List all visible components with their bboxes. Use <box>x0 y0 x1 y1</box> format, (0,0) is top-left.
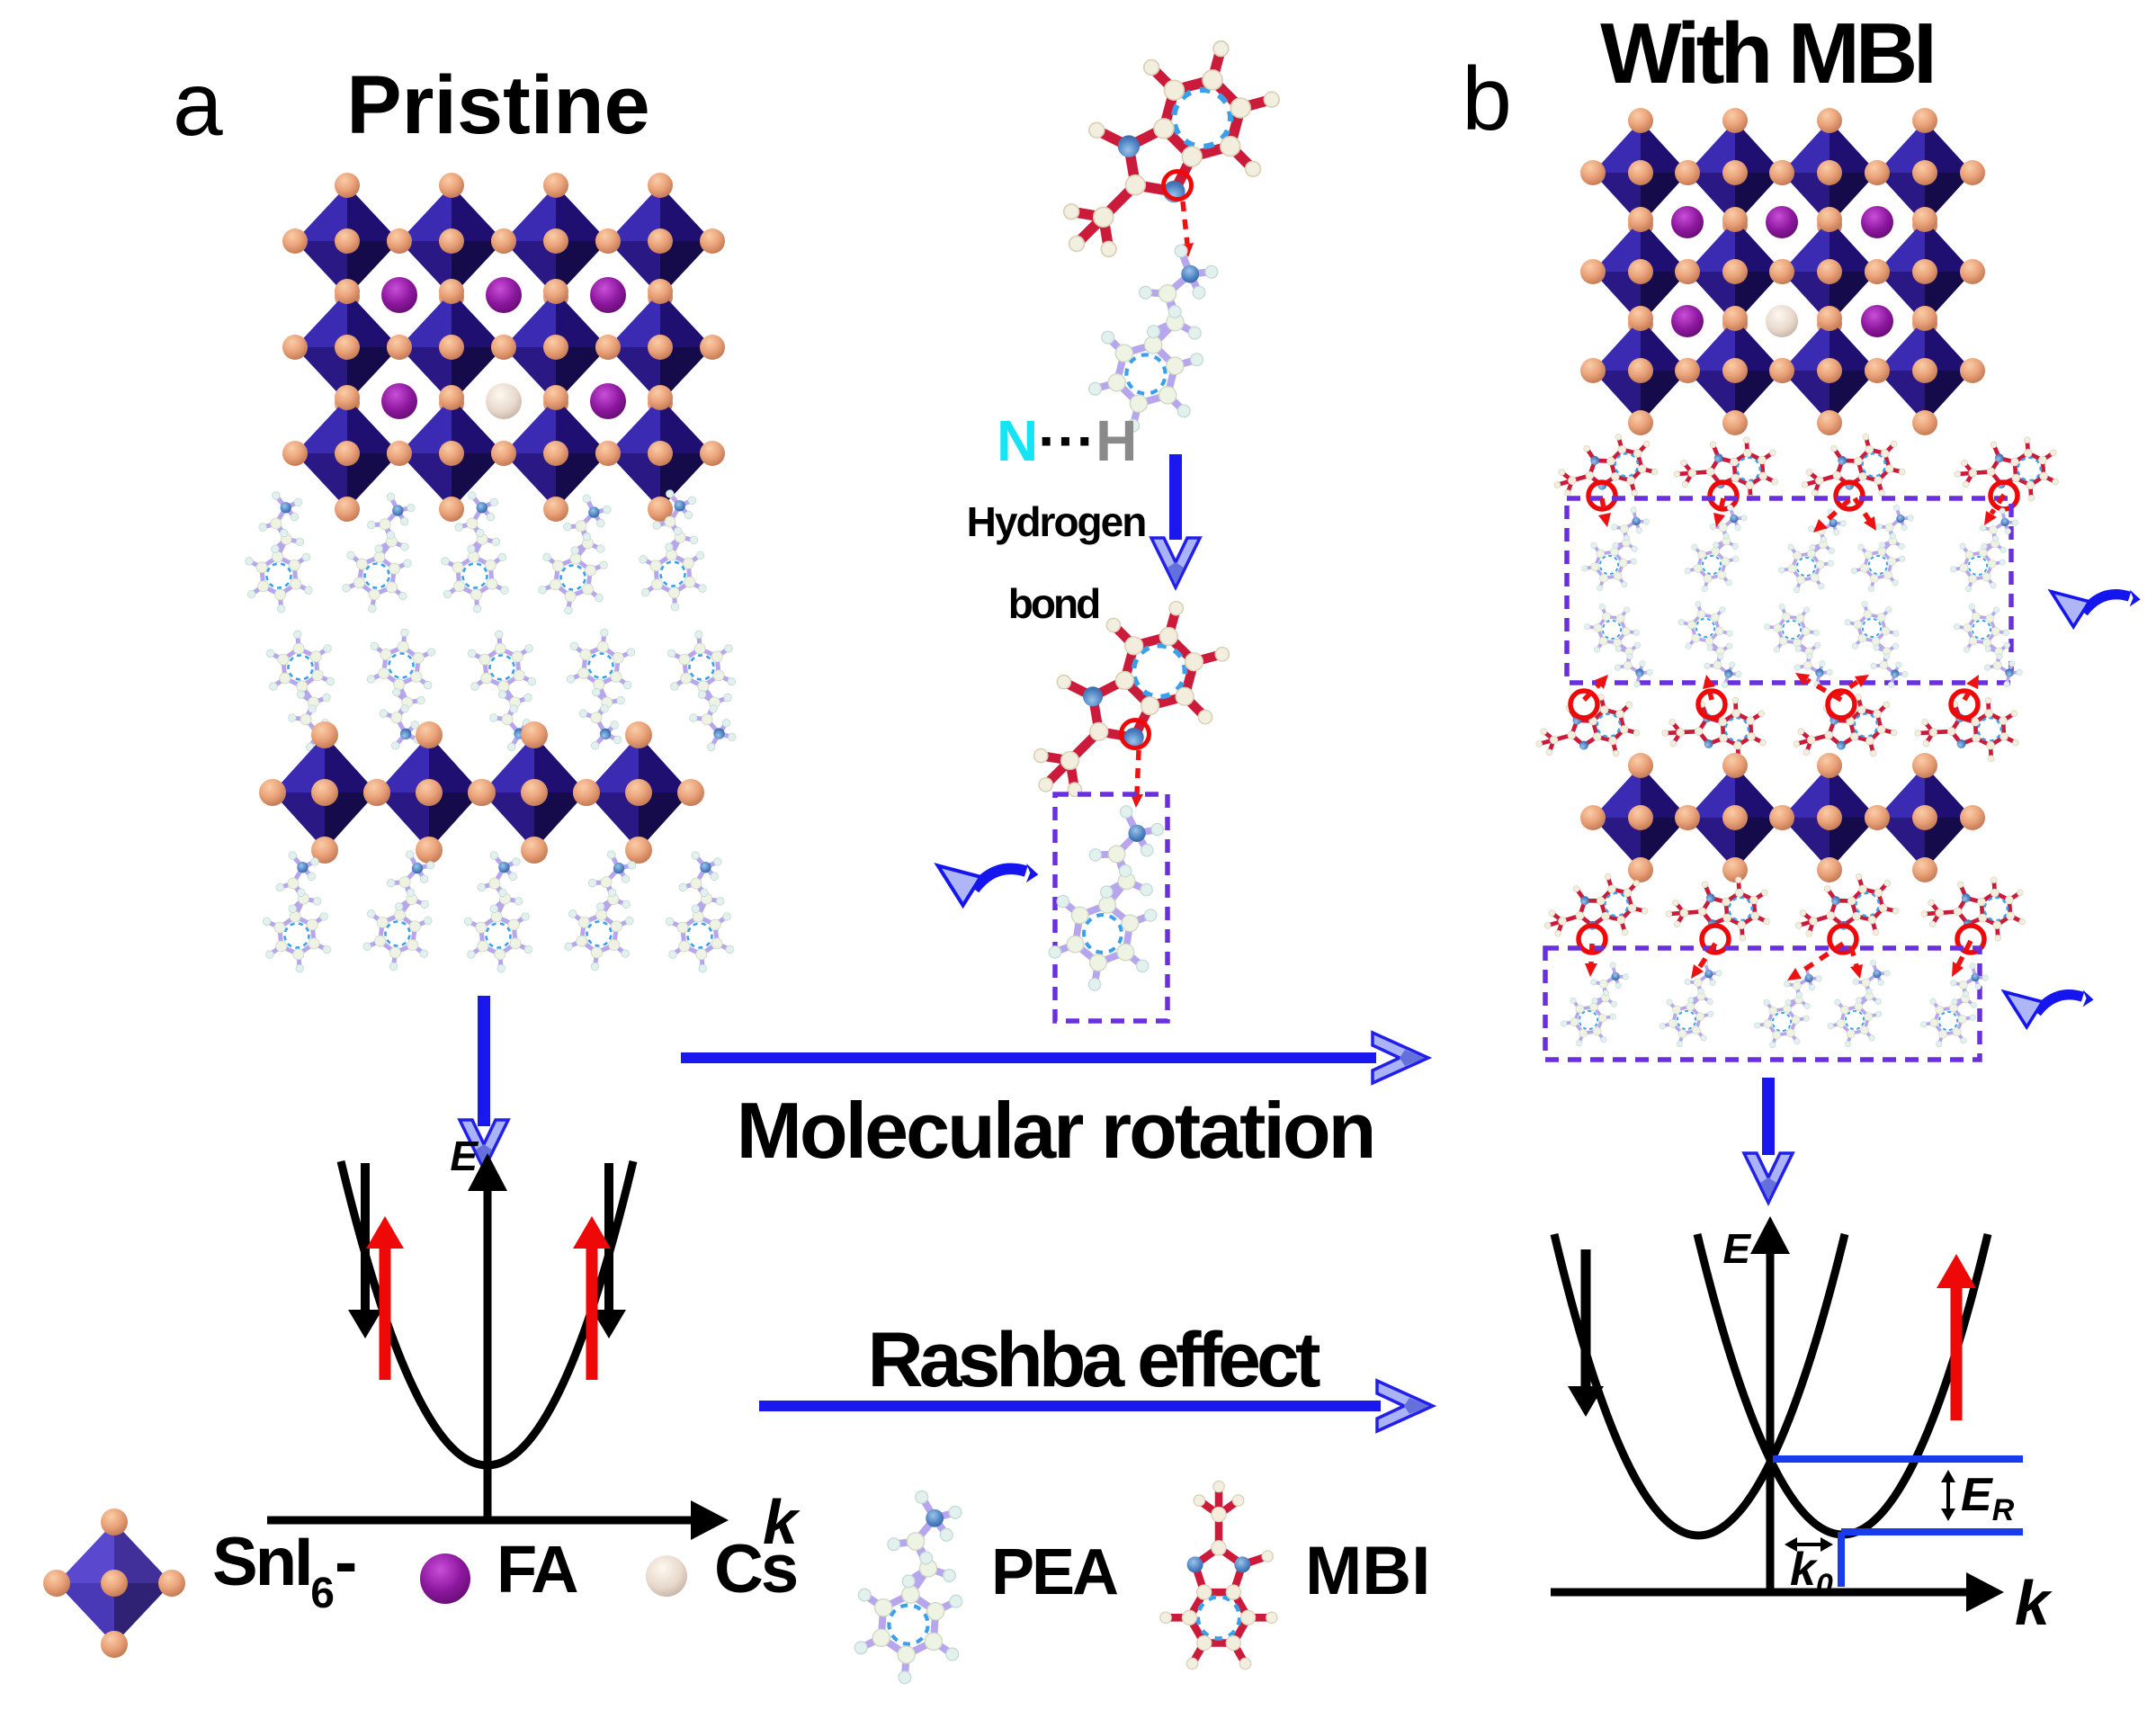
svg-text:E: E <box>450 1133 479 1179</box>
svg-text:Pristine: Pristine <box>346 59 649 151</box>
svg-text:N···H: N···H <box>997 408 1137 473</box>
svg-text:Cs: Cs <box>714 1531 797 1607</box>
svg-text:MBI: MBI <box>1305 1533 1430 1609</box>
svg-text:k0: k0 <box>1790 1544 1833 1602</box>
svg-text:b: b <box>1462 49 1512 149</box>
svg-text:FA: FA <box>497 1532 577 1607</box>
svg-text:PEA: PEA <box>991 1536 1118 1608</box>
svg-text:bond: bond <box>1008 580 1099 627</box>
svg-text:Rashba effect: Rashba effect <box>868 1317 1320 1403</box>
svg-text:k: k <box>2015 1568 2053 1638</box>
svg-text:E: E <box>1722 1225 1751 1272</box>
svg-text:Hydrogen: Hydrogen <box>967 498 1146 545</box>
svg-text:k: k <box>763 1487 801 1557</box>
svg-text:Molecular rotation: Molecular rotation <box>737 1086 1374 1175</box>
svg-text:With MBI: With MBI <box>1600 5 1933 102</box>
svg-text:ER: ER <box>1961 1469 2015 1527</box>
svg-text:a: a <box>173 54 223 155</box>
